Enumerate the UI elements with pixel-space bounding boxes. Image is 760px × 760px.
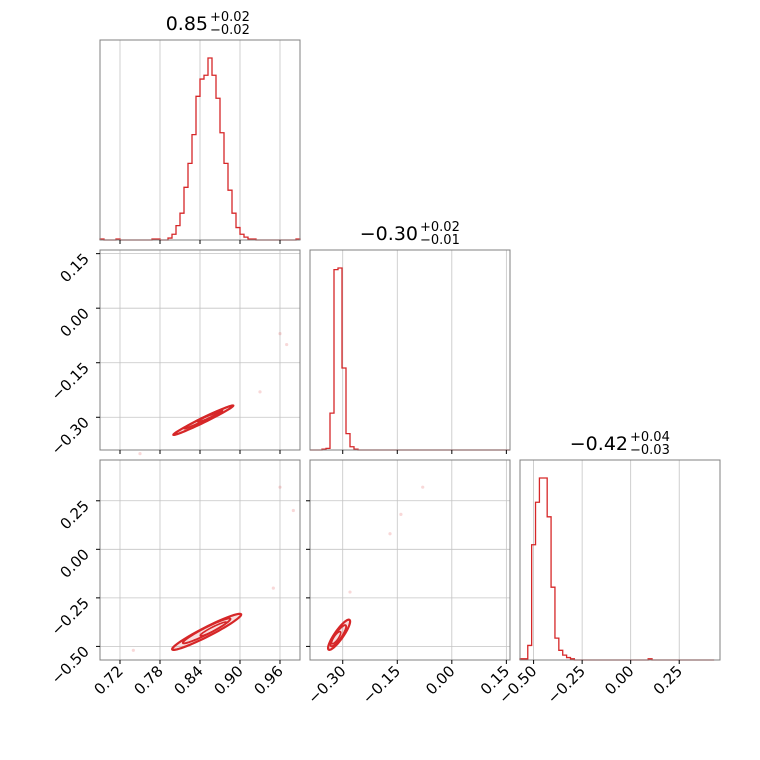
title-plus-0: +0.02 (210, 10, 250, 25)
histogram-2 (519, 477, 715, 661)
outlier-point-0-2-3 (131, 648, 135, 652)
x-tick-label-0-4: 0.96 (250, 662, 286, 698)
panel-frame-1-1 (309, 249, 511, 451)
title-plus-1: +0.02 (420, 220, 460, 235)
x-tick-label-1-2: 0.00 (422, 662, 458, 698)
x-tick-label-2-2: 0.00 (601, 662, 637, 698)
y-tick-label-1-1: −0.15 (48, 359, 93, 404)
outlier-point-0-1-1 (285, 342, 289, 347)
outlier-point-1-2-1 (399, 512, 403, 516)
title-value-2: −0.42 (570, 433, 628, 455)
title-value-0: 0.85 (166, 13, 208, 35)
panel-frame-2-1 (309, 459, 511, 661)
outlier-point-0-2-0 (278, 485, 282, 489)
x-tick-label-0-1: 0.78 (130, 662, 166, 698)
y-tick-label-2-3: 0.25 (56, 497, 92, 533)
contour-1-2-0 (326, 618, 352, 651)
contour-0-1-2 (196, 410, 224, 423)
data-layer (99, 57, 715, 661)
title-minus-0: −0.02 (210, 23, 250, 38)
x-tick-label-2-1: −0.25 (544, 662, 589, 707)
y-tick-label-2-2: 0.00 (56, 545, 92, 581)
contour-0-2-2 (199, 621, 228, 637)
x-tick-label-0-3: 0.90 (210, 662, 246, 698)
tick-layer (96, 240, 680, 664)
x-tick-label-0-0: 0.72 (90, 662, 126, 698)
panel-title-0: 0.85 +0.02−0.02 (166, 10, 250, 38)
title-minus-2: −0.03 (630, 443, 670, 458)
y-tick-label-1-3: 0.15 (56, 250, 92, 286)
outlier-point-1-2-0 (421, 485, 425, 489)
contour-1-2-2 (330, 630, 342, 645)
y-tick-label-1-2: 0.00 (56, 304, 92, 340)
outlier-point-0-1-3 (258, 390, 262, 394)
y-tick-label-1-0: −0.30 (48, 413, 93, 458)
frame-layer (99, 39, 721, 661)
x-tick-label-0-2: 0.84 (170, 662, 206, 698)
outlier-point-0-2-2 (271, 586, 275, 590)
grid-layer (100, 40, 680, 660)
y-tick-label-2-0: −0.50 (48, 643, 93, 688)
histogram-1 (310, 267, 510, 451)
panel-title-2: −0.42 +0.04−0.03 (570, 430, 670, 458)
panel-frame-2-2 (519, 459, 721, 661)
title-value-1: −0.30 (360, 223, 418, 245)
title-plus-2: +0.04 (630, 430, 670, 445)
x-tick-label-1-0: −0.30 (304, 662, 349, 707)
outlier-point-1-2-3 (348, 590, 352, 594)
contour-1-2-1 (329, 624, 348, 648)
label-layer: 0.72 0.78 0.84 0.90 0.96 −0.30 −0.15 0.00 0.15−0… (48, 10, 686, 707)
y-tick-label-2-1: −0.25 (48, 594, 93, 639)
outlier-point-0-1-2 (278, 332, 282, 336)
panel-title-1: −0.30 +0.02−0.01 (360, 220, 460, 248)
outlier-point-0-1-0 (138, 452, 142, 456)
outlier-point-0-2-1 (291, 508, 295, 513)
title-minus-1: −0.01 (420, 233, 460, 248)
x-tick-label-1-1: −0.15 (359, 662, 404, 707)
x-tick-label-2-3: 0.25 (650, 662, 686, 698)
outlier-point-1-2-2 (388, 532, 392, 536)
